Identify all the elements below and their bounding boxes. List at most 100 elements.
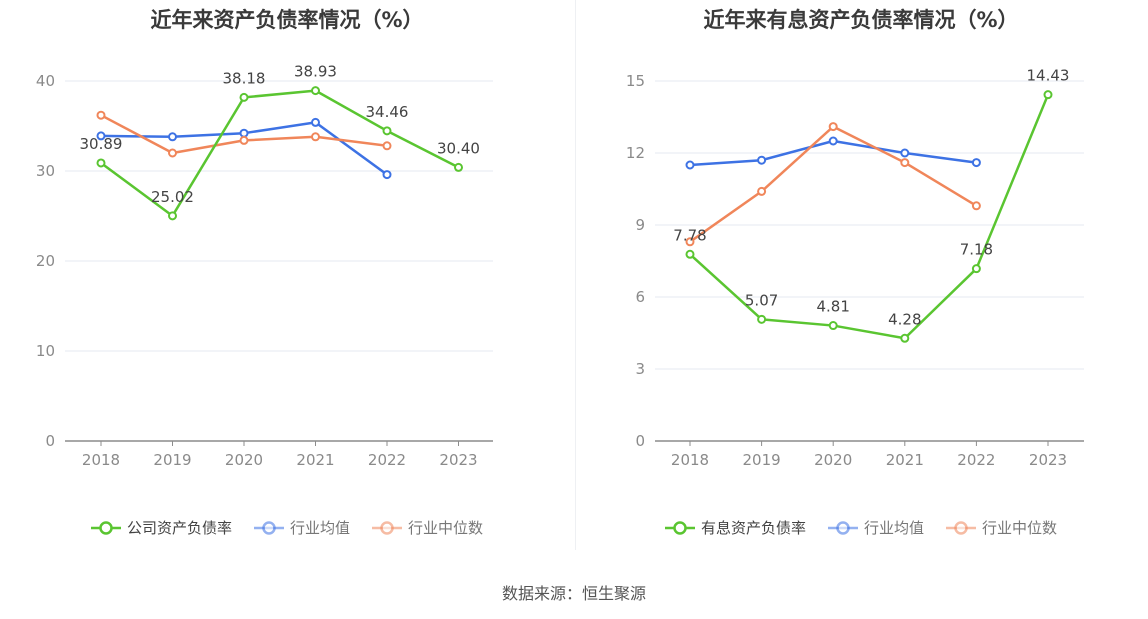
- legend-marker: [380, 520, 394, 535]
- data-point: [757, 314, 767, 324]
- data-label: 4.81: [816, 298, 849, 316]
- data-source-footer: 数据来源：恒生聚源: [501, 584, 646, 603]
- data-point: [96, 110, 106, 120]
- data-point: [382, 141, 392, 151]
- y-tick-label: 20: [36, 252, 55, 270]
- data-point: [685, 160, 695, 170]
- data-label: 38.18: [223, 69, 266, 87]
- legend-swatch-icon: [946, 520, 976, 535]
- legend-swatch-icon: [827, 520, 858, 535]
- data-point: [168, 132, 177, 142]
- y-tick-label: 6: [635, 288, 645, 306]
- x-tick-label: 2018: [671, 451, 709, 469]
- legend-item-0[interactable]: 有息资产负债率: [664, 517, 806, 538]
- legend-swatch-icon: [372, 520, 402, 535]
- chart-legend: 有息资产负债率 行业均值 行业中位数: [574, 517, 1148, 538]
- legend-label: 行业中位数: [408, 519, 484, 537]
- data-point: [1043, 90, 1053, 100]
- data-point: [311, 86, 320, 96]
- line-chart: 0 3 6 9 12 15 2018 2019 2020 2021 2022 2023 7.78 5.07…: [626, 67, 1084, 469]
- data-point: [382, 126, 392, 136]
- data-point: [971, 201, 981, 211]
- legend-marker: [954, 520, 968, 535]
- data-point: [900, 148, 910, 158]
- legend-label: 行业均值: [289, 519, 350, 537]
- data-point: [239, 92, 249, 102]
- y-tick-label: 3: [635, 360, 645, 378]
- x-tick-label: 2021: [886, 451, 924, 469]
- data-label: 30.89: [80, 135, 123, 153]
- chart-title: 近年来有息资产负债率情况（%）: [703, 8, 1019, 32]
- x-tick-label: 2023: [1029, 451, 1067, 469]
- legend-label: 公司资产负债率: [126, 519, 232, 537]
- x-tick-label: 2022: [368, 451, 406, 469]
- x-tick-label: 2020: [225, 451, 263, 469]
- x-tick-label: 2023: [439, 451, 477, 469]
- data-point: [757, 155, 767, 165]
- legend-swatch-icon: [664, 520, 695, 535]
- x-tick-label: 2021: [296, 451, 334, 469]
- legend-swatch-icon: [253, 520, 284, 535]
- data-point: [96, 158, 106, 168]
- panel-divider: [575, 0, 576, 550]
- x-tick-label: 2019: [153, 451, 191, 469]
- data-point: [239, 135, 249, 145]
- data-point: [239, 128, 249, 138]
- legend-swatch-icon: [90, 520, 121, 535]
- data-label: 38.93: [294, 63, 337, 81]
- data-label: 14.43: [1027, 67, 1070, 85]
- data-point: [96, 131, 106, 141]
- data-point: [757, 186, 767, 196]
- data-point: [828, 122, 838, 132]
- legend-item-1[interactable]: 行业均值: [827, 517, 924, 538]
- data-point: [900, 333, 910, 343]
- chart-panel-debt-ratio: 近年来资产负债率情况（%） 0 10 20 30 40 2018 2019 2020 2021 2…: [0, 0, 574, 560]
- legend-label: 有息资产负债率: [700, 519, 806, 537]
- legend-marker: [673, 520, 687, 535]
- legend-marker: [99, 520, 113, 535]
- data-point: [168, 148, 177, 158]
- chart-title: 近年来资产负债率情况（%）: [150, 8, 424, 32]
- legend-marker: [262, 520, 276, 535]
- legend-label: 行业均值: [863, 519, 924, 537]
- data-point: [971, 264, 981, 274]
- x-tick-label: 2022: [957, 451, 995, 469]
- series-line-0: [689, 94, 1050, 340]
- data-point: [454, 162, 463, 172]
- x-tick-label: 2018: [82, 451, 120, 469]
- data-point: [900, 158, 910, 168]
- data-point: [382, 170, 392, 180]
- data-point: [311, 117, 320, 127]
- y-tick-label: 30: [36, 162, 55, 180]
- data-point: [685, 237, 695, 247]
- legend-item-0[interactable]: 公司资产负债率: [90, 517, 232, 538]
- y-tick-label: 9: [635, 216, 645, 234]
- data-label: 5.07: [745, 291, 778, 309]
- x-tick-label: 2019: [743, 451, 781, 469]
- data-point: [685, 249, 695, 259]
- series-line-0: [100, 89, 460, 218]
- legend-marker: [836, 520, 850, 535]
- chart-legend: 公司资产负债率 行业均值 行业中位数: [0, 517, 574, 538]
- data-label: 7.18: [960, 241, 993, 259]
- legend-item-1[interactable]: 行业均值: [253, 517, 350, 538]
- x-tick-label: 2020: [814, 451, 852, 469]
- y-tick-label: 40: [36, 72, 55, 90]
- data-point: [828, 321, 838, 331]
- data-label: 25.02: [151, 188, 194, 206]
- legend-item-2[interactable]: 行业中位数: [372, 517, 483, 538]
- data-point: [971, 158, 981, 168]
- y-tick-label: 12: [626, 144, 645, 162]
- data-point: [311, 132, 320, 142]
- y-tick-label: 15: [626, 72, 645, 90]
- chart-panel-interest-debt-ratio: 近年来有息资产负债率情况（%） 0 3 6 9 12 15 2018 2019 2020 2021…: [574, 0, 1148, 560]
- data-label: 34.46: [366, 103, 409, 121]
- line-chart: 0 10 20 30 40 2018 2019 2020 2021 2022 2023 30.89 25…: [36, 63, 493, 469]
- y-tick-label: 0: [635, 432, 645, 450]
- data-point: [168, 211, 177, 221]
- legend-item-2[interactable]: 行业中位数: [946, 517, 1057, 538]
- legend-label: 行业中位数: [982, 519, 1058, 537]
- y-tick-label: 0: [45, 432, 55, 450]
- data-label: 30.40: [437, 139, 480, 157]
- data-label: 4.28: [888, 310, 921, 328]
